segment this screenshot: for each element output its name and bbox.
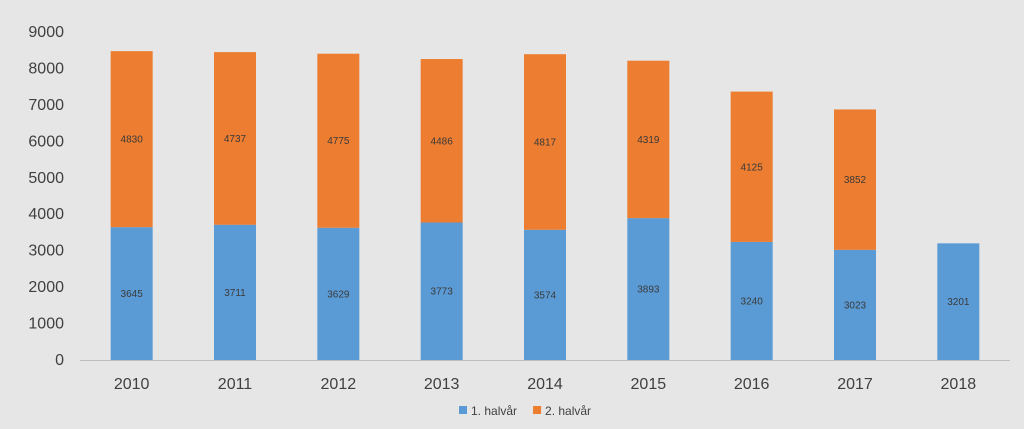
bar-segment-series-2 — [110, 51, 153, 228]
y-tick-label: 0 — [55, 352, 64, 369]
legend-swatch-series-2 — [533, 406, 542, 414]
bar-segment-series-1 — [110, 227, 153, 360]
x-axis-ticks: 2010 2011 2012 2013 2014 2015 2016 2017 2018 — [114, 376, 976, 393]
data-label: 4125 — [741, 162, 764, 173]
x-tick-label: 2013 — [424, 376, 460, 393]
data-label: 3773 — [431, 287, 454, 298]
bars: 3645 4830 3711 4737 3629 4775 3773 4486 3574 4817… — [110, 51, 980, 360]
y-tick-label: 5000 — [28, 170, 64, 187]
x-tick-label: 2010 — [114, 376, 150, 393]
bar-segment-series-2 — [730, 91, 773, 242]
x-tick-label: 2018 — [941, 376, 977, 393]
bar-segment-series-1 — [214, 224, 256, 360]
bar-segment-series-2 — [214, 52, 256, 225]
legend: 1. halvår 2. halvår — [459, 404, 591, 418]
y-axis-ticks: 0 1000 2000 3000 4000 5000 6000 7000 8000 9000 — [28, 24, 64, 369]
legend-label: 2. halvår — [545, 404, 591, 418]
bar-segment-series-2 — [627, 60, 670, 219]
data-label: 4817 — [534, 137, 557, 148]
bar-segment-series-2 — [317, 53, 360, 228]
bar-segment-series-1 — [524, 229, 566, 360]
data-label: 3711 — [224, 288, 246, 299]
x-tick-label: 2016 — [734, 376, 770, 393]
data-label: 4775 — [327, 136, 350, 147]
data-label: 3852 — [844, 175, 867, 186]
y-tick-label: 3000 — [28, 243, 64, 260]
bar-segment-series-1 — [937, 243, 980, 360]
data-label: 4319 — [637, 135, 660, 146]
bar-segment-series-1 — [834, 249, 876, 360]
bar-segment-series-2 — [834, 109, 876, 250]
legend-label: 1. halvår — [471, 404, 517, 418]
data-label: 3893 — [637, 285, 660, 296]
x-tick-label: 2014 — [527, 376, 563, 393]
bar-segment-series-2 — [420, 59, 463, 223]
bar-segment-series-1 — [627, 218, 670, 360]
bar-segment-series-1 — [317, 227, 360, 360]
x-tick-label: 2017 — [837, 376, 873, 393]
y-tick-label: 7000 — [28, 97, 64, 114]
y-tick-label: 4000 — [28, 206, 64, 223]
x-tick-label: 2011 — [218, 376, 253, 393]
y-tick-label: 6000 — [28, 133, 64, 150]
data-label: 3240 — [741, 296, 764, 307]
y-tick-label: 2000 — [28, 279, 64, 296]
bar-segment-series-1 — [420, 222, 463, 360]
bar-segment-series-2 — [524, 54, 566, 230]
data-label: 4830 — [121, 135, 144, 146]
data-label: 3023 — [844, 300, 867, 311]
legend-swatch-series-1 — [459, 406, 467, 414]
y-tick-label: 8000 — [28, 60, 64, 77]
y-tick-label: 1000 — [28, 316, 64, 333]
data-label: 3201 — [947, 297, 970, 308]
y-tick-label: 9000 — [28, 24, 64, 41]
bar-segment-series-1 — [730, 241, 773, 360]
data-label: 4486 — [431, 136, 454, 147]
data-label: 3574 — [534, 290, 557, 301]
data-label: 4737 — [224, 134, 247, 145]
data-label: 3645 — [121, 289, 144, 300]
x-tick-label: 2012 — [321, 376, 357, 393]
data-label: 3629 — [327, 289, 350, 300]
x-tick-label: 2015 — [631, 376, 667, 393]
